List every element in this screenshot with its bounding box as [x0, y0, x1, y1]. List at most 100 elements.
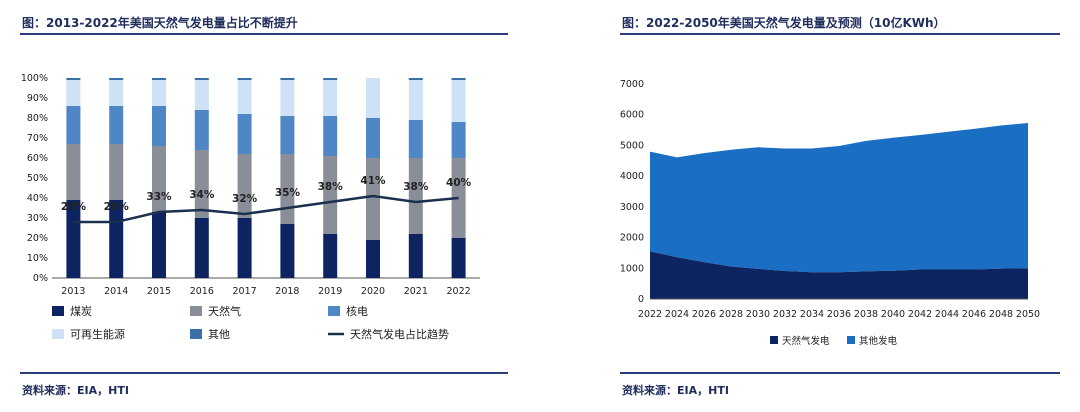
- bar-segment: [237, 114, 252, 154]
- y-tick-label: 50%: [27, 173, 48, 184]
- bar-segment: [323, 80, 338, 116]
- bar-segment: [66, 144, 81, 200]
- bar-segment: [237, 154, 252, 218]
- x-tick-label: 2013: [61, 286, 85, 297]
- bar-segment: [280, 224, 295, 278]
- bar-segment: [152, 106, 166, 146]
- bar-segment: [237, 78, 252, 80]
- y-tick-label: 70%: [27, 133, 48, 144]
- bar-segment: [109, 80, 124, 106]
- data-label: 41%: [360, 175, 386, 187]
- legend-label: 天然气发电占比趋势: [350, 327, 449, 341]
- data-label: 33%: [146, 191, 172, 203]
- x-tick-label: 2022: [447, 286, 471, 297]
- bar-segment: [194, 110, 209, 150]
- x-tick-label: 2032: [773, 309, 797, 320]
- bar-segment: [280, 116, 295, 154]
- bar-segment: [451, 238, 466, 278]
- bar-segment: [194, 150, 209, 218]
- left-source-note: 资料来源：EIA，HTI: [22, 384, 129, 397]
- x-tick-label: 2036: [827, 309, 851, 320]
- y-tick-label: 10%: [27, 253, 48, 264]
- legend-swatch: [52, 329, 64, 339]
- x-tick-label: 2034: [800, 309, 824, 320]
- bar-segment: [152, 80, 166, 106]
- bar-segment: [109, 78, 124, 80]
- x-tick-label: 2030: [746, 309, 770, 320]
- bar-segment: [451, 80, 466, 122]
- area-gas-generation: [650, 251, 1028, 299]
- x-tick-label: 2028: [719, 309, 743, 320]
- data-label: 35%: [275, 187, 301, 199]
- legend-label: 其他发电: [859, 335, 898, 347]
- y-tick-label: 1000: [620, 263, 644, 274]
- left-title-rule: [20, 33, 508, 35]
- bar-segment: [109, 200, 124, 278]
- data-label: 28%: [61, 201, 87, 213]
- y-tick-label: 30%: [27, 213, 48, 224]
- left-source-rule: [20, 372, 508, 374]
- x-tick-label: 2022: [638, 309, 662, 320]
- bar-segment: [109, 144, 124, 200]
- bar-segment: [237, 218, 252, 278]
- x-tick-label: 2044: [935, 309, 959, 320]
- y-tick-label: 0: [638, 294, 644, 305]
- bar-segment: [408, 120, 423, 158]
- x-tick-label: 2020: [361, 286, 385, 297]
- y-tick-label: 7000: [620, 79, 644, 90]
- legend-swatch: [190, 329, 202, 339]
- bar-segment: [237, 80, 252, 114]
- bar-segment: [366, 118, 380, 158]
- right-source-rule: [620, 372, 1060, 374]
- x-tick-label: 2019: [318, 286, 342, 297]
- y-tick-label: 100%: [21, 73, 48, 84]
- bar-segment: [408, 80, 423, 120]
- bar-segment: [323, 156, 338, 234]
- legend-label: 其他: [208, 328, 230, 341]
- bar-segment: [408, 234, 423, 278]
- y-tick-label: 20%: [27, 233, 48, 244]
- x-tick-label: 2021: [404, 286, 428, 297]
- y-tick-label: 2000: [620, 233, 644, 244]
- right-chart-title: 图：2022-2050年美国天然气发电量及预测（10亿KWh）: [622, 16, 946, 30]
- bar-segment: [66, 80, 81, 106]
- y-tick-label: 90%: [27, 93, 48, 104]
- x-tick-label: 2046: [962, 309, 986, 320]
- data-label: 38%: [403, 181, 429, 193]
- legend-label: 天然气发电: [782, 335, 830, 347]
- legend-label: 天然气: [208, 304, 241, 318]
- data-label: 28%: [104, 201, 130, 213]
- legend-label: 煤炭: [70, 305, 92, 318]
- bar-segment: [280, 78, 295, 80]
- legend-label: 可再生能源: [70, 327, 125, 341]
- bar-segment: [323, 116, 338, 156]
- legend-swatch: [847, 336, 855, 344]
- right-source-note: 资料来源：EIA，HTI: [622, 384, 729, 397]
- x-tick-label: 2050: [1016, 309, 1040, 320]
- legend-label: 核电: [346, 304, 368, 318]
- bar-segment: [323, 78, 338, 80]
- bar-segment: [366, 240, 380, 278]
- left-chart-title: 图：2013-2022年美国天然气发电量占比不断提升: [22, 16, 298, 30]
- bar-segment: [194, 78, 209, 80]
- y-tick-label: 6000: [620, 110, 644, 121]
- bar-segment: [366, 158, 380, 240]
- legend-swatch: [770, 336, 778, 344]
- bar-segment: [66, 78, 81, 80]
- x-tick-label: 2040: [881, 309, 905, 320]
- bar-segment: [152, 146, 166, 212]
- bar-segment: [194, 80, 209, 110]
- area-other-generation: [650, 123, 1028, 273]
- x-tick-label: 2026: [692, 309, 716, 320]
- y-tick-label: 80%: [27, 113, 48, 124]
- x-tick-label: 2016: [190, 286, 214, 297]
- legend-swatch: [52, 306, 64, 316]
- bar-segment: [451, 122, 466, 158]
- y-tick-label: 60%: [27, 153, 48, 164]
- bar-segment: [408, 78, 423, 80]
- y-tick-label: 3000: [620, 202, 644, 213]
- bar-segment: [323, 234, 338, 278]
- data-label: 32%: [232, 193, 258, 205]
- x-tick-label: 2014: [104, 286, 128, 297]
